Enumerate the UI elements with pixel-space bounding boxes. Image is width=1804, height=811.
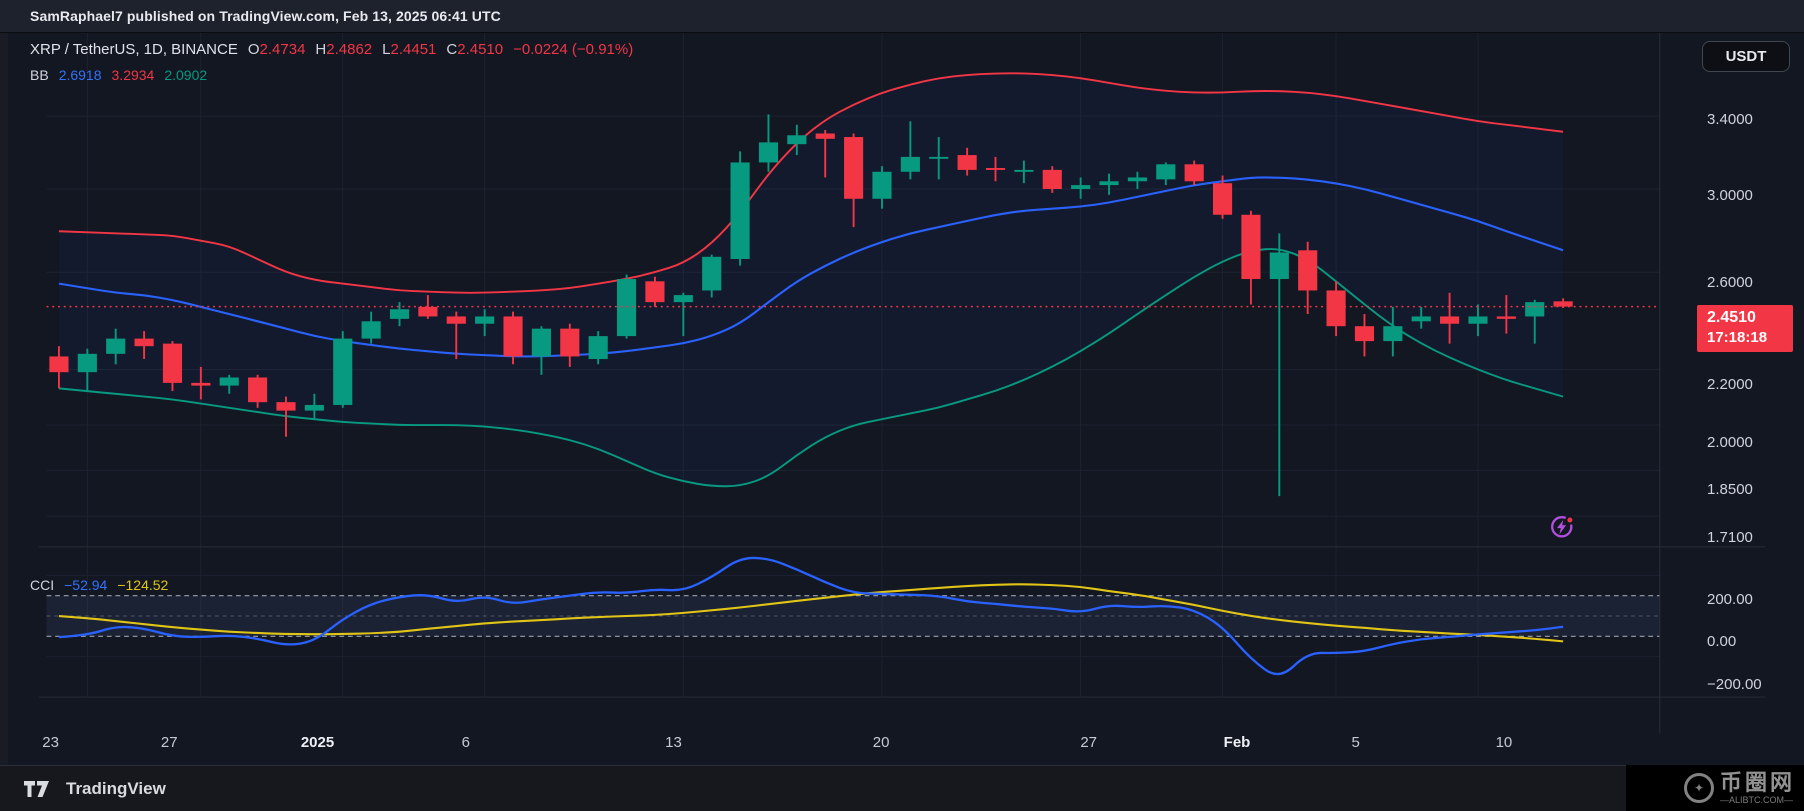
ohlc-close: C 2.4510 <box>446 41 504 58</box>
cci-tick-label: 0.00 <box>1707 633 1737 651</box>
watermark-site-url: —ALIBTC.COM— <box>1720 794 1794 805</box>
time-axis[interactable]: 23 27 2025 6 13 20 27 Feb 5 10 <box>0 727 1804 765</box>
symbol-header[interactable]: XRP / TetherUS, 1D, BINANCE O 2.4734 H 2.4… <box>30 41 633 58</box>
bb-band-fill <box>58 73 1564 487</box>
cci-smooth-value: −124.52 <box>117 577 169 593</box>
candles-layer <box>49 114 1573 497</box>
time-tick-label: 20 <box>872 734 890 751</box>
cci-smooth-line <box>58 583 1564 643</box>
bb-indicator-row[interactable]: BB 2.6918 3.2934 2.0902 <box>30 67 207 83</box>
change-value: −0.0224 (−0.91%) <box>513 41 634 58</box>
grid-layer <box>46 33 1660 698</box>
price-tick-label: 3.4000 <box>1707 110 1753 128</box>
currency-toggle-label: USDT <box>1725 48 1767 65</box>
time-tick-label: 13 <box>665 734 682 751</box>
footer-bar: TradingView <box>0 765 1804 811</box>
bb-upper-value: 3.2934 <box>111 67 155 83</box>
time-tick-label: 27 <box>1080 734 1098 751</box>
bb-basis-value: 2.6918 <box>58 67 102 83</box>
bb-label: BB <box>30 67 49 83</box>
price-axis[interactable]: 3.4000 3.0000 2.6000 2.2000 2.0000 1.8500 1.71… <box>1694 33 1804 765</box>
bb-upper-line <box>58 72 1564 294</box>
cci-band <box>46 595 1660 637</box>
chart-canvas[interactable] <box>0 33 1804 765</box>
time-tick-label: 2025 <box>300 734 335 751</box>
price-tick-label: 2.0000 <box>1707 433 1753 451</box>
ohlc-open: O 2.4734 <box>247 41 306 58</box>
watermark-site-name: 币圈网 <box>1720 769 1796 795</box>
price-tick-label: 1.7100 <box>1707 528 1753 546</box>
ohlc-high: H 2.4862 <box>315 41 373 58</box>
time-tick-label: 23 <box>42 734 59 751</box>
price-tick-label: 2.2000 <box>1707 375 1753 393</box>
time-tick-label: 5 <box>1351 734 1360 751</box>
price-tick-label: 1.8500 <box>1707 481 1753 499</box>
cci-indicator-row[interactable]: CCI −52.94 −124.52 <box>30 577 168 593</box>
time-tick-label: 10 <box>1495 734 1513 751</box>
tradingview-logo-icon[interactable] <box>24 780 54 798</box>
tradingview-logo-text[interactable]: TradingView <box>66 778 166 798</box>
watermark: ✦ 币圈网 —ALIBTC.COM— <box>1626 765 1804 811</box>
watermark-star-icon: ✦ <box>1684 773 1714 803</box>
cci-line <box>58 556 1564 676</box>
time-tick-label: 27 <box>160 734 178 751</box>
bb-lower-value: 2.0902 <box>164 67 208 83</box>
time-tick-label: Feb <box>1223 734 1251 751</box>
published-bar: SamRaphael7 published on TradingView.com… <box>0 0 1804 33</box>
cci-label: CCI <box>30 577 55 593</box>
boost-icon[interactable] <box>1551 515 1575 538</box>
ohlc-low: L 2.4451 <box>382 41 437 58</box>
left-inset-strip <box>0 33 8 765</box>
cci-tick-label: −200.00 <box>1707 675 1762 693</box>
cci-value: −52.94 <box>64 577 108 593</box>
current-price-label: 2.4510 17:18:18 <box>1697 304 1793 352</box>
cci-tick-label: 200.00 <box>1707 590 1753 608</box>
currency-toggle-button[interactable]: USDT <box>1702 41 1790 72</box>
bar-countdown: 17:18:18 <box>1707 328 1768 346</box>
price-tick-label: 3.0000 <box>1707 187 1753 204</box>
price-tick-label: 2.6000 <box>1707 274 1753 292</box>
current-price-value: 2.4510 <box>1707 308 1756 326</box>
published-text: SamRaphael7 published on TradingView.com… <box>30 8 501 24</box>
symbol-title[interactable]: XRP / TetherUS, 1D, BINANCE <box>30 41 238 58</box>
time-tick-label: 6 <box>461 734 470 751</box>
bb-basis-line <box>58 176 1564 358</box>
